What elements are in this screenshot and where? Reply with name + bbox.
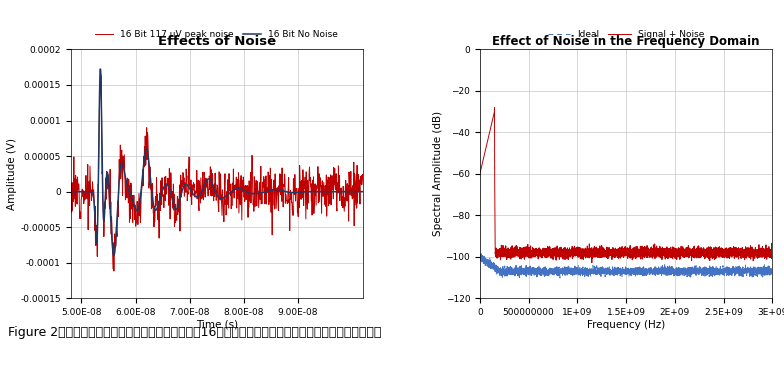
Signal + Noise [586,253,595,258]
Ideal [543,268,553,272]
16 Bit No Noise [109,253,118,258]
X-axis label: Time (s): Time (s) [196,320,238,330]
Y-axis label: Spectral Amplitude (dB): Spectral Amplitude (dB) [433,111,443,236]
Ideal [475,255,485,259]
Ideal [606,269,615,273]
Signal + Noise [768,251,777,255]
16 Bit 117 uV peak noise [84,183,93,187]
Line: Signal + Noise: Signal + Noise [480,108,772,263]
Ideal [545,270,554,275]
X-axis label: Frequency (Hz): Frequency (Hz) [587,320,665,330]
Ideal [546,271,556,275]
Line: 16 Bit 117 uV peak noise: 16 Bit 117 uV peak noise [71,72,363,271]
16 Bit No Noise [244,191,253,195]
Signal + Noise [765,252,775,257]
Ideal [555,276,564,280]
16 Bit 117 uV peak noise [318,194,328,199]
16 Bit 117 uV peak noise [244,205,253,210]
Ideal [586,267,595,272]
Line: 16 Bit No Noise: 16 Bit No Noise [71,69,363,255]
Signal + Noise [587,261,597,265]
16 Bit No Noise [289,190,298,195]
Legend: 16 Bit 117 uV peak noise, 16 Bit No Noise: 16 Bit 117 uV peak noise, 16 Bit No Nois… [92,26,342,42]
Signal + Noise [546,252,556,257]
Legend: Ideal, Signal + Noise: Ideal, Signal + Noise [544,26,708,42]
Y-axis label: Amplitude (V): Amplitude (V) [7,138,17,210]
Ideal [765,272,775,276]
16 Bit No Noise [66,190,75,194]
Line: Ideal: Ideal [480,253,772,278]
16 Bit No Noise [318,190,328,194]
16 Bit 117 uV peak noise [96,70,105,74]
16 Bit No Noise [358,190,368,194]
Signal + Noise [606,251,615,256]
16 Bit 117 uV peak noise [252,179,262,184]
Title: Effect of Noise in the Frequency Domain: Effect of Noise in the Frequency Domain [492,35,760,48]
Signal + Noise [490,105,499,110]
Signal + Noise [543,250,553,255]
16 Bit No Noise [236,187,245,191]
Ideal [768,271,777,276]
Title: Effects of Noise: Effects of Noise [158,35,276,48]
16 Bit 117 uV peak noise [358,182,368,187]
16 Bit No Noise [84,190,93,194]
16 Bit 117 uV peak noise [289,213,298,218]
16 Bit No Noise [252,191,262,195]
Ideal [477,251,486,255]
16 Bit No Noise [96,67,105,71]
16 Bit 117 uV peak noise [236,173,245,178]
Signal + Noise [545,251,554,255]
Text: Figure 2　時間領域と周波数領域の両方で見られゆ16ビットデジタイザの出力に対するノイズの影響。: Figure 2 時間領域と周波数領域の両方で見られゆ16ビットデジタイザの出力… [8,326,381,339]
16 Bit 117 uV peak noise [66,184,75,188]
Signal + Noise [475,172,485,176]
16 Bit 117 uV peak noise [109,269,118,273]
